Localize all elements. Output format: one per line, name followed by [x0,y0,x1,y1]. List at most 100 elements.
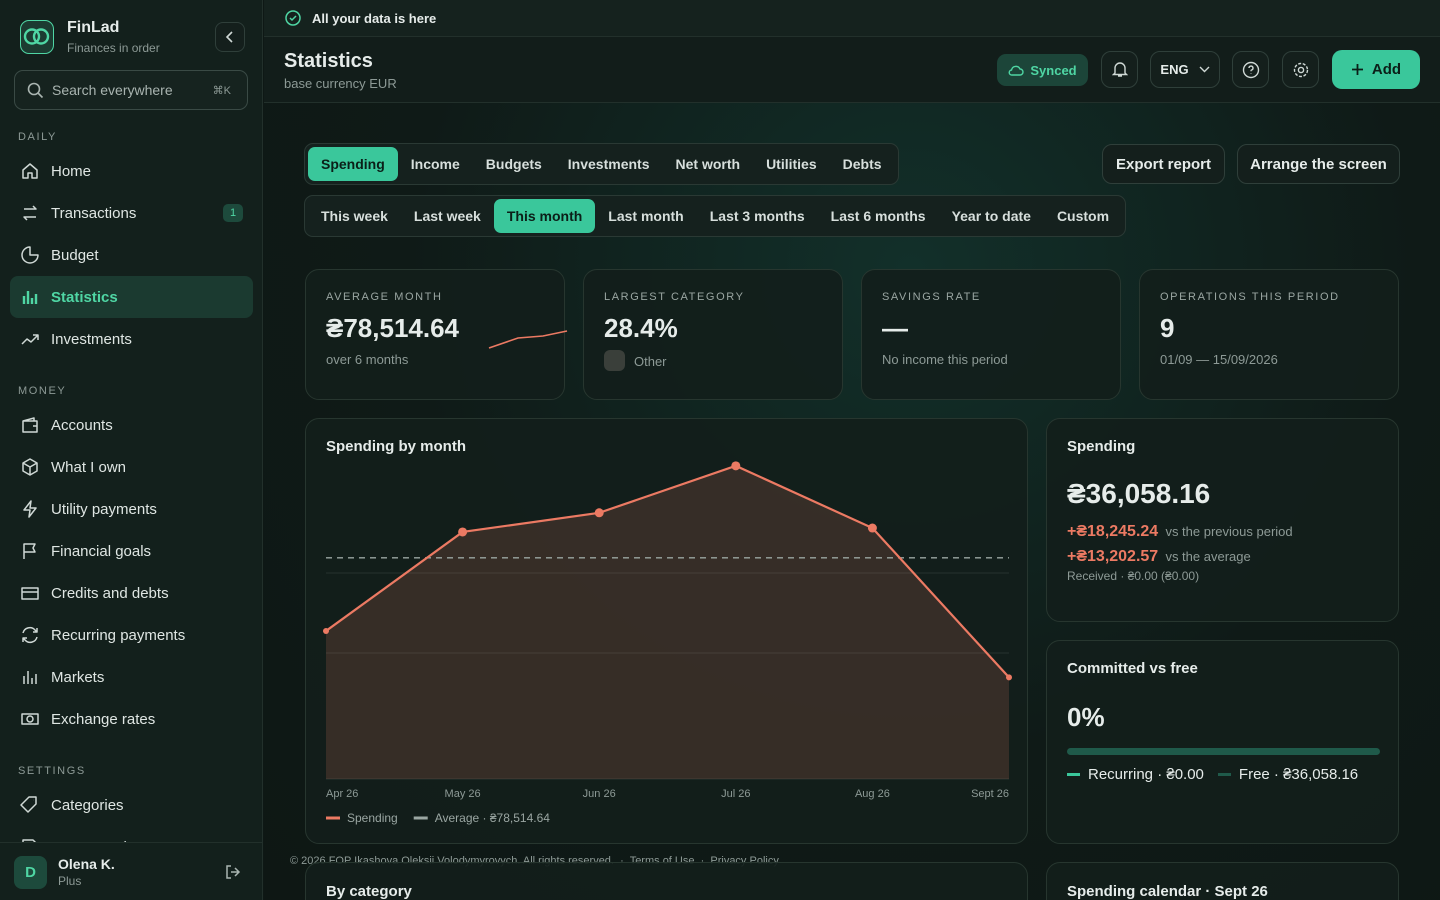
nav-item[interactable]: Statistics [10,276,253,318]
notifications-button[interactable] [1101,51,1138,88]
nav-section-title: MONEY [18,385,67,397]
logo [20,20,54,54]
category-title: By category [326,883,412,900]
nav-icon-path [21,334,39,345]
nav-icon-path [23,500,37,518]
kpi-card: LARGEST CATEGORY 28.4% Other [583,269,843,400]
sparkline [488,330,568,349]
x-tick-label: Jun 26 [583,788,616,800]
tab[interactable]: Budgets [485,156,542,172]
settings-button[interactable] [1282,51,1319,88]
period[interactable]: Last week [413,208,481,224]
nav-icon-path [22,417,38,433]
nav-label: Accounts [51,416,113,434]
point [867,523,877,533]
nav-icon [21,713,39,725]
kpi-value: 28.4% [604,313,678,343]
nav-icon [20,796,37,813]
page-subtitle: base currency EUR [284,76,397,91]
tab[interactable]: Net worth [675,156,741,172]
nav-label: What I own [51,458,127,476]
export-button[interactable]: Export report [1102,144,1225,184]
logout-icon[interactable] [224,863,242,881]
nav-item[interactable]: Accounts [0,404,253,446]
nav-item[interactable]: Transactions 1 [0,192,253,234]
nav-item[interactable]: Investments [0,318,253,360]
period[interactable]: Last 6 months [830,208,926,224]
kpi-note: over 6 months [326,352,409,367]
x-tick-label: Apr 26 [326,788,358,800]
period[interactable]: Last month [608,208,684,224]
nav-icon [22,458,38,476]
point [458,527,468,537]
collapse-button[interactable] [215,22,245,52]
kpi-label: LARGEST CATEGORY [604,291,745,303]
nav-icon [21,587,39,600]
nav-item[interactable]: Financial goals [0,530,253,572]
nav-item[interactable]: Markets [0,656,253,698]
tab[interactable]: Income [410,156,460,172]
delta-previous-note: vs the previous period [1165,524,1293,539]
tab[interactable]: Utilities [766,156,817,172]
help-button[interactable] [1232,51,1269,88]
nav-item[interactable]: Budget [0,234,253,276]
search-box[interactable]: Search everywhere ⌘K [14,70,248,110]
avatar: D [14,856,47,889]
sidebar: FinLad Finances in order Search everywhe… [0,0,263,900]
kpi-note: 01/09 — 15/09/2026 [1160,352,1278,367]
period[interactable]: Custom [1056,208,1110,224]
nav-icon-path [21,713,39,725]
nav-item[interactable]: Categories [0,784,253,826]
recurring-swatch [1067,773,1080,776]
add-button[interactable]: Add [1332,50,1420,89]
chart-title: Spending by month [326,438,466,455]
nav-label: Statistics [51,288,118,306]
nav-item[interactable]: Home [0,150,253,192]
language-button[interactable]: ENG [1150,51,1220,88]
nav-icon-path [22,458,38,476]
tabs: Spending Income Budgets Investments Net wort… [304,143,899,185]
nav-label: Budget [51,246,99,264]
kpi-value: — [882,313,908,343]
committed-percent: 0% [1067,702,1105,732]
kpi-card: AVERAGE MONTH ₴78,514.64 over 6 months [305,269,568,400]
search-placeholder: Search everywhere [52,82,173,98]
nav-label: Investments [51,330,132,348]
tab[interactable]: Investments [567,156,650,172]
add-text: Add [1371,61,1402,78]
kpi-note: Other [634,354,667,369]
chart: Apr 26 May 26 Jun 26 Jul 26 Aug 26 Sept 26 Spe… [323,461,1012,825]
nav-item[interactable]: What I own [0,446,253,488]
nav-item[interactable]: Utility payments [0,488,253,530]
nav-item[interactable]: Recurring payments [0,614,253,656]
nav-item[interactable]: Exchange rates [0,698,253,740]
tab[interactable]: Debts [842,156,882,172]
period[interactable]: This week [321,208,388,224]
search-shortcut: ⌘K [212,85,231,97]
period[interactable]: This month [493,199,596,233]
nav-section-title: DAILY [18,131,57,143]
banner-text: All your data is here [312,11,437,26]
user-panel: D Olena K. Plus [0,842,262,900]
synced-text: Synced [1030,62,1077,78]
tab[interactable]: Spending [308,147,398,181]
nav-item[interactable]: Credits and debts [0,572,253,614]
spending-total: ₴36,058.16 [1067,478,1211,509]
main: All your data is here Statistics base cu… [264,0,1440,900]
period[interactable]: Year to date [951,208,1031,224]
legend-label: Spending [347,811,398,825]
spending-card: Spending ₴36,058.16 +₴18,245.24 vs the p… [1046,418,1399,622]
user-name: Olena K. [58,856,115,872]
arrange-button[interactable]: Arrange the screen [1237,144,1400,184]
spending-title: Spending [1067,438,1136,455]
page-title: Statistics [284,50,373,72]
period[interactable]: Last 3 months [709,208,805,224]
line [325,464,1010,679]
received: Received · ₴0.00 (₴0.00) [1067,569,1200,583]
recurring: Recurring · ₴0.00 [1088,766,1204,783]
nav-icon-path [20,796,37,813]
committed-bar [1067,748,1380,755]
delta-average-value: +₴13,202.57 [1067,548,1159,565]
nav-icon [23,205,37,221]
